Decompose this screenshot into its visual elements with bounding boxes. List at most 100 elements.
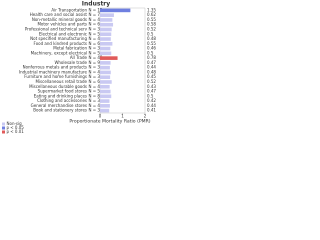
- bar: [100, 80, 112, 84]
- category-label: Eating and drinking places: [34, 93, 87, 98]
- category-label: Furniture and home furnishings: [24, 74, 87, 79]
- n-label: N = 9: [89, 60, 101, 65]
- value-label: 0.44: [147, 65, 156, 70]
- n-label: N = 3: [89, 26, 101, 31]
- category-label: Professional and technical serv: [25, 26, 88, 31]
- bar: [100, 61, 111, 65]
- bar: [100, 94, 112, 99]
- category-label: Supermarket food stores: [38, 89, 87, 94]
- value-label: 0.43: [147, 84, 156, 89]
- value-label: 0.62: [147, 12, 156, 17]
- category-label: Miscellaneous retail trade: [35, 79, 87, 84]
- category-label: Non-metallic mineral goods: [32, 17, 87, 22]
- value-label: 0.48: [147, 36, 156, 41]
- n-label: N = 4: [89, 36, 101, 41]
- n-label: N = 4: [89, 103, 101, 108]
- n-label: N = 3: [89, 98, 101, 103]
- value-label: 0.42: [147, 98, 156, 103]
- bar: [100, 84, 110, 89]
- value-label: 0.48: [147, 69, 156, 74]
- bar: [100, 51, 112, 56]
- n-label: N = 3: [89, 74, 101, 79]
- n-label: N = 6: [89, 41, 101, 46]
- bar: [100, 75, 111, 80]
- bar: [100, 108, 110, 113]
- bar: [100, 104, 110, 108]
- category-label: Wholesale trade: [54, 60, 87, 65]
- bar: [100, 89, 111, 94]
- value-label: 0.5: [147, 31, 154, 36]
- n-label: N = 4: [89, 84, 101, 89]
- legend-label: p < 0.01: [7, 129, 25, 134]
- n-label: N = 5: [89, 31, 101, 36]
- value-label: 0.55: [147, 41, 156, 46]
- chart-title: Industry: [82, 1, 110, 8]
- category-label: All Trade: [70, 55, 88, 60]
- n-label: N = 3: [89, 46, 101, 51]
- bar: [100, 27, 112, 32]
- bar: [100, 32, 112, 37]
- category-label: Not specified manufacturing: [30, 36, 87, 41]
- category-label: Motor vehicles and parts: [37, 22, 87, 27]
- value-label: 1.35: [147, 7, 156, 12]
- value-label: 0.41: [147, 108, 156, 113]
- value-label: 0.5: [147, 50, 154, 55]
- category-label: Industrial machinery manufacture: [19, 69, 88, 74]
- n-label: N = 8: [89, 93, 101, 98]
- n-label: N = 7: [89, 12, 101, 17]
- bar: [100, 70, 111, 75]
- n-label: N = 4: [89, 69, 101, 74]
- x-tick-label: 2: [144, 114, 147, 119]
- n-label: N = 48: [89, 55, 103, 60]
- value-label: 0.55: [147, 17, 156, 22]
- category-label: Book and stationery stores: [33, 108, 87, 113]
- value-label: 0.52: [147, 79, 156, 84]
- category-label: Metal fabrication: [53, 46, 87, 51]
- bar: [100, 13, 114, 17]
- category-label: Nonferrous metals and products: [23, 65, 87, 70]
- legend-swatch: [2, 130, 5, 134]
- bar: [100, 56, 118, 60]
- value-label: 0.45: [147, 74, 156, 79]
- category-label: Machinery, except electrical: [31, 50, 87, 55]
- n-label: N = 5: [89, 89, 101, 94]
- bar: [100, 46, 111, 51]
- category-label: General merchandise stores: [31, 103, 87, 108]
- category-label: Food and kindred products: [34, 41, 87, 46]
- page: Industry Proportionate Mortality Ratio (…: [2, 0, 157, 134]
- category-label: Air Transportation: [51, 7, 87, 12]
- value-label: 0.78: [147, 55, 156, 60]
- x-axis-label: Proportionate Mortality Ratio (PMR): [69, 119, 150, 125]
- value-label: 0.44: [147, 103, 156, 108]
- n-label: N = 12: [89, 7, 103, 12]
- value-label: 0.47: [147, 60, 156, 65]
- n-label: N = 3: [89, 108, 101, 113]
- legend-label: p < 0.05: [7, 125, 25, 130]
- value-label: 0.46: [147, 46, 156, 51]
- bar: [100, 37, 111, 41]
- bar: [100, 8, 131, 13]
- bar: [100, 18, 113, 22]
- bar: [100, 99, 110, 103]
- n-label: N = 4: [89, 17, 101, 22]
- n-label: N = 6: [89, 22, 101, 27]
- bar: [100, 41, 113, 46]
- category-label: Miscellaneous durable goods: [29, 84, 87, 89]
- value-label: 0.5: [147, 93, 154, 98]
- chart: Industry Proportionate Mortality Ratio (…: [2, 1, 156, 134]
- bar: [100, 65, 110, 70]
- legend-swatch: [2, 122, 5, 126]
- value-label: 0.47: [147, 89, 156, 94]
- legend-swatch: [2, 126, 5, 130]
- n-label: N = 6: [89, 79, 101, 84]
- value-label: 0.52: [147, 26, 156, 31]
- category-label: Electrical and electronic: [39, 31, 87, 36]
- category-label: Health care and social assist: [30, 12, 88, 17]
- category-label: Clothing and accessories: [37, 98, 87, 103]
- value-label: 0.58: [147, 22, 156, 27]
- bar: [100, 22, 114, 27]
- legend-label: Non-sig: [7, 121, 23, 126]
- x-tick-label: 1: [121, 114, 124, 119]
- n-label: N = 5: [89, 50, 101, 55]
- n-label: N = 3: [89, 65, 101, 70]
